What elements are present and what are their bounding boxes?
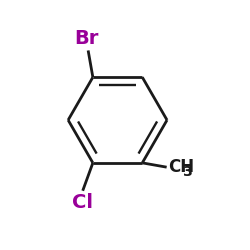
Text: 3: 3 [183, 164, 193, 178]
Text: Cl: Cl [72, 193, 93, 212]
Text: Br: Br [75, 30, 99, 48]
Text: CH: CH [168, 158, 194, 176]
